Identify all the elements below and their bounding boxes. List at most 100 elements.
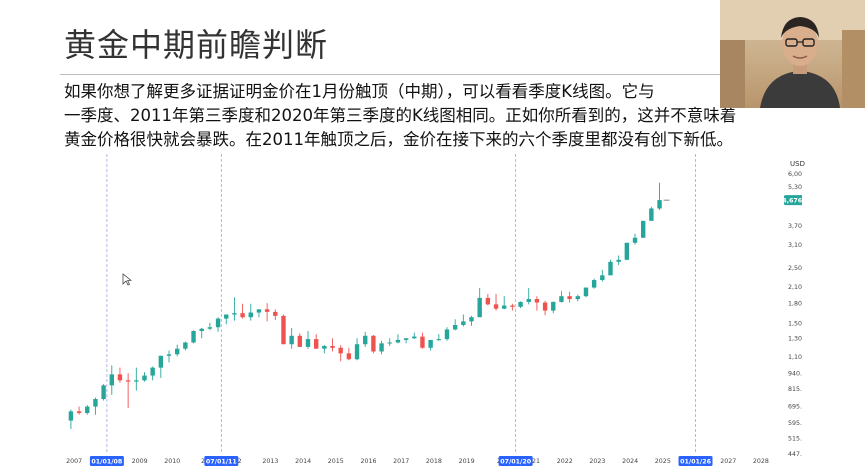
candle[interactable] — [174, 344, 180, 357]
candle[interactable] — [452, 319, 458, 331]
candle[interactable] — [85, 405, 90, 415]
candle[interactable] — [142, 372, 147, 382]
gold-quarterly-candlestick-chart[interactable]: 6,000.000 5,300.000 3,700.000 3,100.000 2,50… — [62, 154, 820, 468]
candle[interactable] — [403, 338, 409, 344]
candle[interactable] — [379, 340, 384, 355]
candle[interactable] — [313, 334, 319, 349]
candle[interactable] — [502, 296, 507, 310]
candle[interactable] — [526, 288, 531, 305]
candle[interactable] — [600, 269, 605, 282]
candle[interactable] — [559, 291, 564, 303]
candle[interactable] — [101, 384, 106, 401]
candle[interactable] — [199, 327, 204, 339]
candle[interactable] — [256, 309, 262, 318]
candle[interactable] — [412, 332, 417, 340]
candle[interactable] — [420, 332, 425, 349]
presenter-video-frame — [720, 0, 865, 108]
candle[interactable] — [68, 409, 74, 430]
x-tick-label: 2007 — [66, 458, 82, 465]
x-tick-label: 2025 — [655, 458, 671, 465]
candle[interactable] — [518, 301, 523, 309]
candle[interactable] — [224, 314, 229, 325]
candle[interactable] — [477, 288, 482, 318]
candle[interactable] — [510, 303, 515, 311]
candle[interactable] — [273, 309, 278, 320]
candle[interactable] — [608, 259, 613, 276]
candle[interactable] — [232, 297, 237, 321]
currency-label: USD — [790, 160, 805, 168]
candle[interactable] — [76, 406, 82, 415]
date-marker-label: 07/01/11 — [206, 459, 237, 466]
y-tick-label: 447.000 — [788, 451, 802, 458]
y-tick-label: 815.000 — [788, 386, 802, 393]
candle[interactable] — [551, 301, 556, 314]
candle[interactable] — [624, 242, 630, 261]
candle[interactable] — [150, 366, 155, 381]
candle[interactable] — [444, 327, 450, 341]
y-tick-label: 1,800.000 — [788, 301, 802, 308]
candle[interactable] — [191, 330, 196, 344]
candle[interactable] — [640, 220, 646, 238]
candle[interactable] — [591, 278, 597, 289]
chart-container[interactable]: 6,000.000 5,300.000 3,700.000 3,100.000 2,50… — [62, 154, 820, 468]
candle[interactable] — [207, 322, 213, 331]
y-tick-label: 595.000 — [788, 420, 802, 427]
x-tick-label: 2019 — [459, 458, 475, 465]
candle[interactable] — [461, 314, 466, 327]
candle[interactable] — [109, 365, 114, 395]
candle[interactable] — [305, 331, 311, 349]
candle[interactable] — [158, 355, 164, 378]
candle[interactable] — [215, 317, 221, 332]
candle[interactable] — [436, 334, 442, 341]
candle[interactable] — [248, 303, 253, 321]
candle[interactable] — [330, 338, 335, 352]
candle[interactable] — [240, 303, 245, 319]
candle[interactable] — [632, 233, 638, 245]
x-tick-label: 2016 — [360, 458, 376, 465]
candle[interactable] — [428, 339, 433, 351]
candle[interactable] — [117, 367, 123, 383]
y-tick-label: 695.000 — [788, 403, 802, 410]
candle[interactable] — [338, 345, 343, 362]
body-line: 黄金价格很快就会暴跌。在2011年触顶之后，金价在接下来的六个季度里都没有创下新… — [64, 130, 733, 149]
candle[interactable] — [363, 331, 368, 347]
y-tick-label: 2,100.000 — [788, 284, 802, 291]
candle[interactable] — [616, 255, 621, 266]
candle[interactable] — [134, 367, 139, 391]
candle[interactable] — [125, 373, 131, 409]
candle[interactable] — [657, 182, 662, 210]
candle[interactable] — [542, 300, 548, 316]
current-price-label: 4,676.745 — [782, 198, 802, 205]
candle[interactable] — [583, 287, 589, 298]
candle[interactable] — [264, 303, 270, 322]
date-marker-label: 01/01/08 — [91, 459, 122, 466]
candle[interactable] — [534, 296, 540, 311]
candle[interactable] — [354, 338, 360, 361]
y-tick-label: 515.000 — [788, 436, 802, 443]
candle[interactable] — [281, 314, 286, 345]
candle[interactable] — [289, 327, 294, 349]
y-tick-label: 5,300.000 — [788, 184, 802, 191]
candle[interactable] — [575, 294, 580, 302]
candle[interactable] — [166, 350, 172, 363]
y-tick-label: 1,300.000 — [788, 336, 802, 343]
date-marker-badge — [204, 456, 239, 466]
date-marker-label: 07/01/20 — [500, 459, 532, 466]
candle[interactable] — [395, 334, 401, 344]
candle[interactable] — [567, 291, 572, 303]
candle[interactable] — [493, 293, 499, 311]
y-tick-label: 2,500.000 — [788, 265, 802, 272]
slide-body-text: 如果你想了解更多证据证明金价在1月份触顶（中期），可以看看季度K线图。它与 一季… — [64, 80, 784, 152]
candle[interactable] — [93, 397, 98, 415]
candle[interactable] — [297, 333, 303, 347]
candle[interactable] — [371, 334, 376, 354]
candle[interactable] — [469, 315, 474, 326]
candle[interactable] — [485, 293, 491, 306]
candle[interactable] — [322, 345, 327, 354]
candle[interactable] — [649, 206, 654, 221]
slide-title: 黄金中期前瞻判断 — [64, 26, 329, 64]
candle[interactable] — [346, 347, 352, 361]
y-tick-label: 3,700.000 — [788, 223, 802, 230]
candle[interactable] — [387, 338, 392, 346]
candle[interactable] — [183, 341, 188, 351]
